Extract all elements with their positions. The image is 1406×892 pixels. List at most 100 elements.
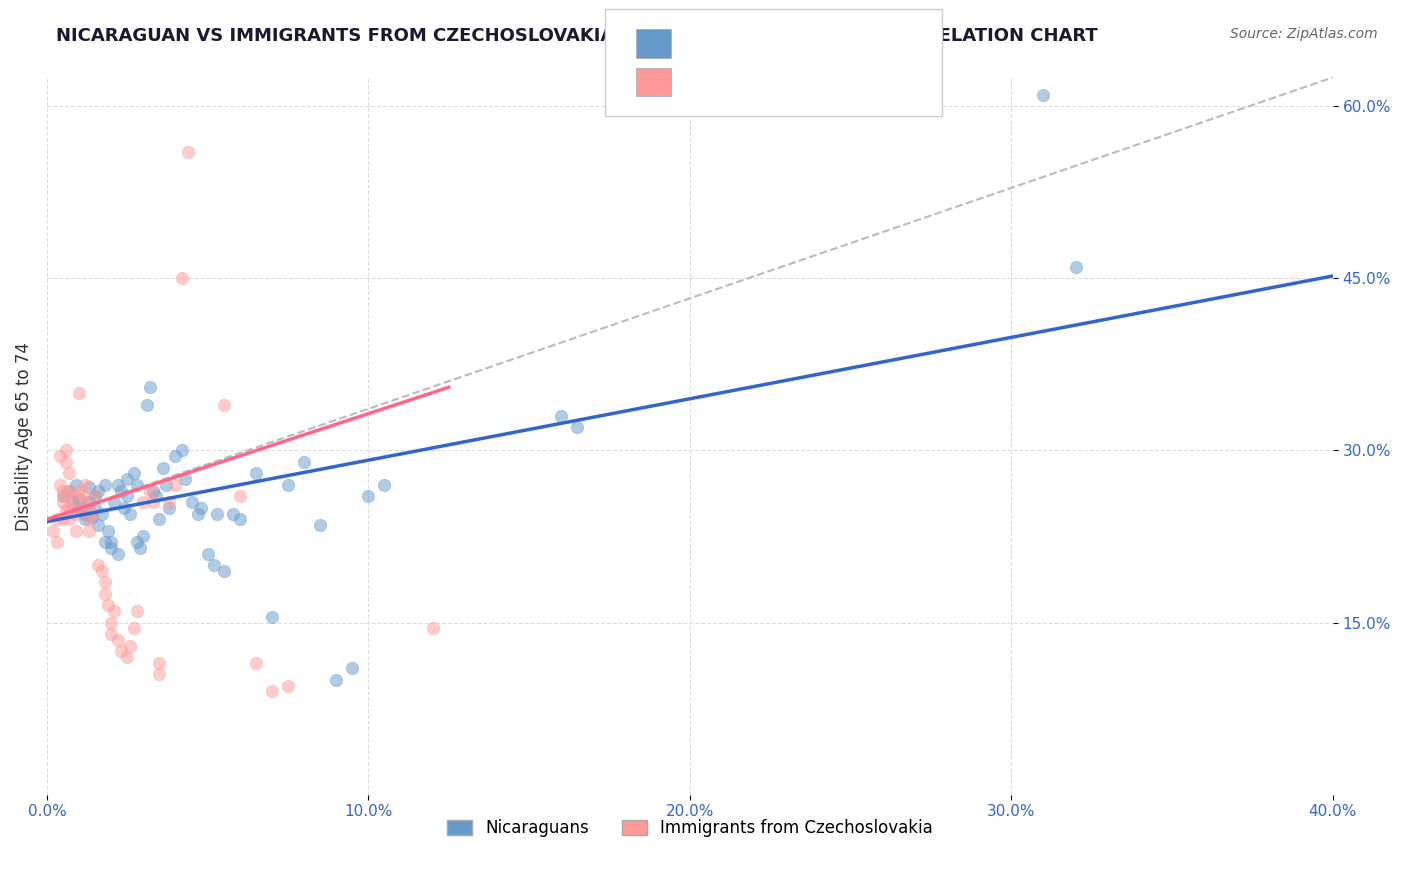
Point <box>197 547 219 561</box>
Point <box>87 558 110 573</box>
Point <box>45 535 67 549</box>
Point <box>180 495 202 509</box>
Point <box>139 380 162 394</box>
Point <box>67 500 90 515</box>
Point <box>87 518 110 533</box>
Point <box>222 507 245 521</box>
Point <box>87 483 110 498</box>
Point <box>107 547 129 561</box>
Point <box>148 512 170 526</box>
Point <box>75 507 97 521</box>
Point <box>187 507 209 521</box>
Point <box>103 604 125 618</box>
Point <box>309 518 332 533</box>
Point <box>62 495 84 509</box>
Point <box>132 495 155 509</box>
Point <box>55 455 77 469</box>
Point <box>245 467 267 481</box>
Y-axis label: Disability Age 65 to 74: Disability Age 65 to 74 <box>15 342 32 531</box>
Text: R = 0.272: R = 0.272 <box>681 73 770 91</box>
Point <box>75 478 97 492</box>
Point <box>120 507 142 521</box>
Point <box>142 483 165 498</box>
Point <box>170 443 193 458</box>
Point <box>65 507 87 521</box>
Point <box>48 478 70 492</box>
Point <box>52 489 75 503</box>
Point <box>129 541 152 555</box>
Point <box>55 503 77 517</box>
Point <box>110 644 132 658</box>
Point <box>84 489 107 503</box>
Point <box>67 503 90 517</box>
Point <box>135 397 157 411</box>
Point <box>77 503 100 517</box>
Point <box>77 480 100 494</box>
Point <box>292 455 315 469</box>
Point <box>58 483 80 498</box>
Point <box>148 656 170 670</box>
Point <box>165 478 187 492</box>
Point <box>125 535 148 549</box>
Point <box>94 478 117 492</box>
Point <box>90 507 112 521</box>
Point <box>165 449 187 463</box>
Point <box>212 564 235 578</box>
Point <box>42 524 65 538</box>
Point <box>145 489 167 503</box>
Point <box>55 489 77 503</box>
Point <box>373 478 395 492</box>
Point <box>84 489 107 503</box>
Point <box>122 467 145 481</box>
Point <box>260 610 283 624</box>
Point <box>52 495 75 509</box>
Point <box>110 483 132 498</box>
Point <box>84 500 107 515</box>
Point <box>62 489 84 503</box>
Point <box>97 524 120 538</box>
Text: NICARAGUAN VS IMMIGRANTS FROM CZECHOSLOVAKIA DISABILITY AGE 65 TO 74 CORRELATION: NICARAGUAN VS IMMIGRANTS FROM CZECHOSLOV… <box>56 27 1098 45</box>
Point <box>94 535 117 549</box>
Point <box>67 386 90 401</box>
Point <box>125 478 148 492</box>
Point <box>107 632 129 647</box>
Point <box>65 524 87 538</box>
Point <box>177 145 200 159</box>
Point <box>58 467 80 481</box>
Point <box>117 650 139 665</box>
Point <box>52 483 75 498</box>
Legend: Nicaraguans, Immigrants from Czechoslovakia: Nicaraguans, Immigrants from Czechoslova… <box>440 813 939 844</box>
Text: R = 0.381: R = 0.381 <box>681 34 770 52</box>
Point <box>58 483 80 498</box>
Point <box>207 507 229 521</box>
Point <box>139 483 162 498</box>
Point <box>120 639 142 653</box>
Point <box>142 495 165 509</box>
Point <box>55 443 77 458</box>
Point <box>58 512 80 526</box>
Point <box>58 500 80 515</box>
Text: N = 60: N = 60 <box>801 73 865 91</box>
Point <box>1032 87 1054 102</box>
Point <box>277 679 299 693</box>
Point <box>1064 260 1087 274</box>
Point <box>125 604 148 618</box>
Point <box>190 500 212 515</box>
Point <box>117 489 139 503</box>
Point <box>80 510 103 524</box>
Point <box>112 500 135 515</box>
Point <box>152 460 174 475</box>
Point <box>77 512 100 526</box>
Text: N = 68: N = 68 <box>801 34 865 52</box>
Point <box>94 587 117 601</box>
Point <box>100 615 122 630</box>
Point <box>80 507 103 521</box>
Point <box>75 495 97 509</box>
Point <box>70 500 93 515</box>
Point <box>157 495 180 509</box>
Point <box>342 661 364 675</box>
Point <box>122 621 145 635</box>
Point <box>77 495 100 509</box>
Point <box>567 420 589 434</box>
Point <box>212 397 235 411</box>
